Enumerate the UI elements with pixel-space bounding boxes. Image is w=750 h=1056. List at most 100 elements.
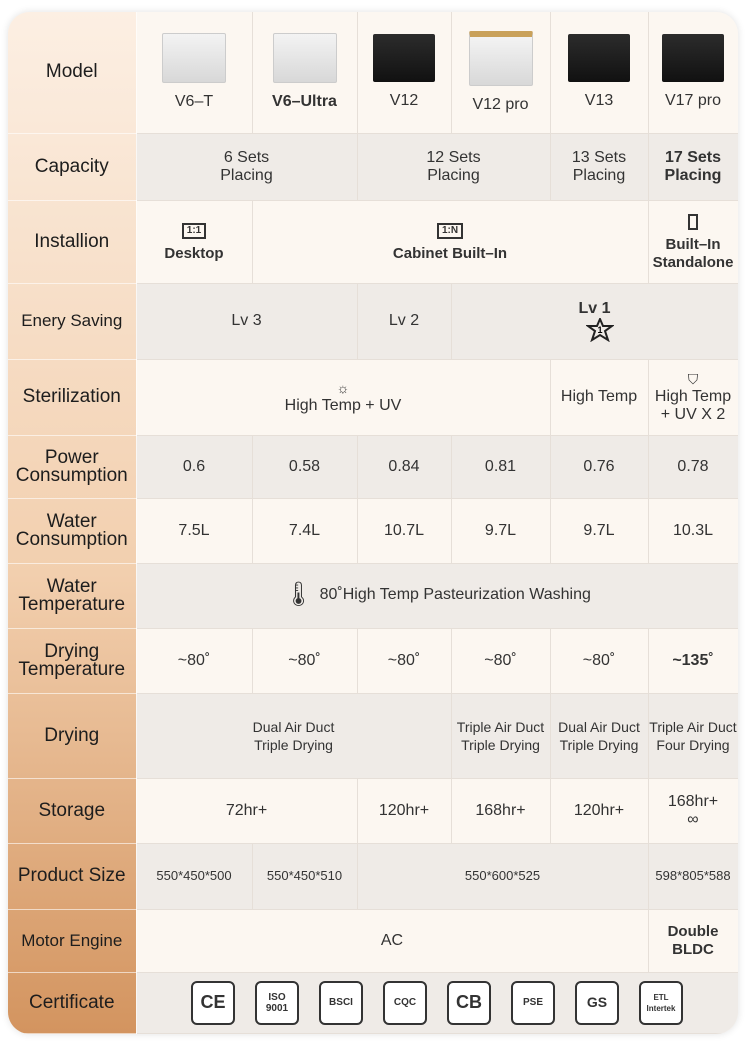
row-label: Power Consumption	[8, 434, 137, 499]
table-row: Motor Engine AC Double BLDC	[8, 908, 738, 973]
table-row: Capacity 6 Sets Placing 12 Sets Placing 13…	[8, 132, 738, 201]
cell-text: ~80˚	[356, 627, 452, 694]
cell-text: 13 Sets Placing	[549, 132, 649, 201]
cell-text: High Temp + UV	[284, 397, 402, 414]
table-cell: V12	[356, 12, 452, 134]
cell-text: 17 Sets Placing	[647, 132, 738, 201]
cell-text: 1:N	[436, 223, 464, 239]
cell-text: High Temp	[549, 358, 649, 436]
cell-text: 72hr+	[135, 777, 358, 844]
table-cell: 1:N Cabinet Built–In	[251, 199, 649, 284]
cell-text: V13	[584, 92, 614, 110]
table-row: Drying Dual Air Duct Triple Drying Triple…	[8, 692, 738, 779]
row-label: Water Temperature	[8, 562, 137, 629]
table-cell: V13	[549, 12, 649, 134]
table-cell: Lv 1 1	[450, 282, 738, 360]
icon	[162, 33, 226, 84]
icon	[584, 316, 615, 343]
row-label: Sterilization	[8, 358, 137, 436]
table-row: Water Consumption 7.5L 7.4L 10.7L 9.7L 9.7L 1…	[8, 497, 738, 564]
icon	[568, 34, 630, 83]
cell-text: Lv 2	[356, 282, 452, 360]
cell-text: Cabinet Built–In	[392, 245, 508, 262]
cell-text: PSE	[511, 980, 555, 1025]
table-row: Drying Temperature ~80˚ ~80˚ ~80˚ ~80˚ ~80˚ ~…	[8, 627, 738, 694]
cell-text: Triple Air Duct Triple Drying	[450, 692, 551, 779]
table-row: Product Size 550*450*500 550*450*510 550*6…	[8, 842, 738, 910]
cell-text: CB	[447, 980, 491, 1025]
table-cell: CE ISO 9001 BSCI CQC CB PSE GS ETL Intertek	[135, 971, 738, 1034]
cell-text: 550*600*525	[356, 842, 649, 910]
cell-text: AC	[135, 908, 649, 973]
table-cell: V12 pro	[450, 12, 551, 134]
row-label: Enery Saving	[8, 282, 137, 360]
cell-text: BSCI	[319, 980, 363, 1025]
cell-text: V6–T	[174, 93, 214, 111]
row-label: Drying	[8, 692, 137, 779]
comparison-table: Model V6–T V6–Ultra V12 V12 pro V13 V17 …	[8, 12, 738, 1034]
table-cell: V6–Ultra	[251, 12, 358, 134]
cell-text: 120hr+	[549, 777, 649, 844]
cell-text: ETL Intertek	[639, 980, 683, 1025]
icon	[468, 30, 533, 86]
cell-text: Dual Air Duct Triple Drying	[549, 692, 649, 779]
energy-badge: 1	[584, 316, 615, 343]
cell-text: 550*450*510	[251, 842, 358, 910]
cell-text: 10.7L	[356, 497, 452, 564]
table-row: Storage 72hr+ 120hr+ 168hr+ 120hr+ 168hr+ ∞	[8, 777, 738, 844]
cell-text: 168hr+	[450, 777, 551, 844]
icon	[272, 33, 337, 84]
cell-text: CE	[191, 980, 235, 1025]
cell-text: 9.7L	[450, 497, 551, 564]
icon: ​​​	[688, 214, 698, 230]
table-row: Sterilization ☼ High Temp + UV High Temp ⛉…	[8, 358, 738, 436]
cell-text: ~80˚	[450, 627, 551, 694]
comparison-card: Model V6–T V6–Ultra V12 V12 pro V13 V17 …	[8, 12, 738, 1034]
icon	[373, 34, 435, 83]
table-row: Water Temperature 🌡 80˚High Temp Pasteuri…	[8, 562, 738, 629]
cell-text: 9.7L	[549, 497, 649, 564]
table-cell: ☼ High Temp + UV	[135, 358, 551, 436]
row-label: Certificate	[8, 971, 137, 1034]
cell-text: V12	[389, 92, 419, 110]
cell-text: 168hr+ ∞	[647, 777, 738, 844]
icon: ☼	[336, 380, 350, 396]
cell-text: ~80˚	[135, 627, 253, 694]
table-cell: V17 pro	[647, 12, 738, 134]
cell-text: 0.84	[356, 434, 452, 499]
row-label: Model	[8, 12, 137, 134]
row-label: Storage	[8, 777, 137, 844]
cell-text: Dual Air Duct Triple Drying	[135, 692, 452, 779]
cell-text: Lv 1	[578, 300, 611, 317]
table-cell: V6–T	[135, 12, 253, 134]
cell-text: 0.76	[549, 434, 649, 499]
cell-text: 0.81	[450, 434, 551, 499]
row-label: Drying Temperature	[8, 627, 137, 694]
cell-text: 7.4L	[251, 497, 358, 564]
cell-text: 1:1	[181, 223, 207, 239]
row-label: Installion	[8, 199, 137, 284]
cell-text: Built–In Standalone	[652, 236, 734, 271]
table-row: Certificate CE ISO 9001 BSCI CQC CB PSE GS ETL …	[8, 971, 738, 1034]
table-row: Model V6–T V6–Ultra V12 V12 pro V13 V17 …	[8, 12, 738, 134]
cell-text: Desktop	[164, 245, 224, 262]
table-cell: 🌡 80˚High Temp Pasteurization Washing	[135, 562, 738, 629]
cell-text: 12 Sets Placing	[356, 132, 551, 201]
cell-text: Lv 3	[135, 282, 358, 360]
table-row: Power Consumption 0.6 0.58 0.84 0.81 0.76 0.7…	[8, 434, 738, 499]
table-cell: 1:1 Desktop	[135, 199, 253, 284]
cell-text: V12 pro	[472, 95, 529, 113]
cell-text: 120hr+	[356, 777, 452, 844]
cell-text: 0.6	[135, 434, 253, 499]
cell-text: 0.58	[251, 434, 358, 499]
cell-text: Double BLDC	[647, 908, 738, 973]
cell-text: 550*450*500	[135, 842, 253, 910]
cell-text: 1	[597, 325, 602, 335]
cell-text: 0.78	[647, 434, 738, 499]
row-label: Water Consumption	[8, 497, 137, 564]
cell-text: 80˚High Temp Pasteurization Washing	[319, 586, 591, 604]
cell-text: 6 Sets Placing	[135, 132, 358, 201]
table-cell: ⛉ High Temp + UV X 2	[647, 358, 738, 436]
cell-text: ~135˚	[647, 627, 738, 694]
